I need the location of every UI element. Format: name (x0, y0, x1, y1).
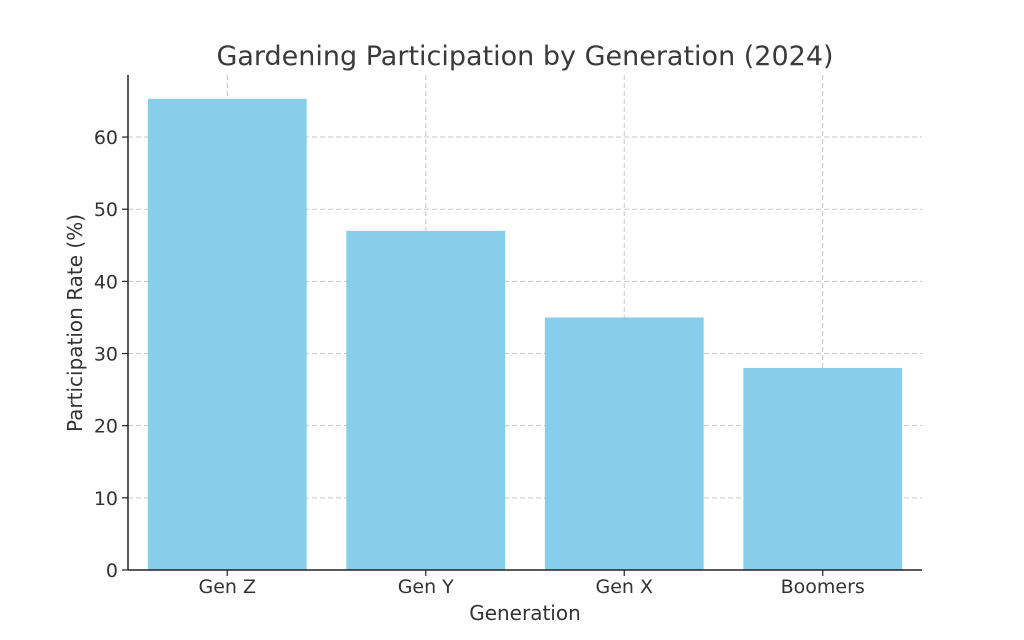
x-ticks: Gen Z Gen Y Gen X Boomers (198, 570, 865, 598)
y-tick-label: 10 (94, 488, 118, 510)
y-ticks: 0 10 20 30 40 50 60 (94, 127, 128, 582)
bar (743, 367, 903, 570)
bar (544, 317, 704, 570)
bar (346, 230, 506, 571)
x-tick-label: Gen Y (398, 576, 454, 598)
y-tick-label: 60 (94, 127, 118, 149)
axes (127, 75, 922, 571)
y-axis-label: Participation Rate (%) (63, 214, 87, 432)
x-tick-label: Boomers (781, 576, 865, 598)
x-axis-label: Generation (469, 601, 581, 625)
y-tick-label: 50 (94, 199, 118, 221)
chart-title: Gardening Participation by Generation (2… (216, 41, 833, 72)
y-tick-label: 0 (106, 560, 118, 582)
bars (147, 98, 903, 571)
x-tick-label: Gen Z (198, 576, 256, 598)
x-tick-label: Gen X (595, 576, 653, 598)
y-tick-label: 40 (94, 271, 118, 293)
y-tick-label: 30 (94, 344, 118, 366)
y-tick-label: 20 (94, 416, 118, 438)
bar (147, 98, 307, 570)
